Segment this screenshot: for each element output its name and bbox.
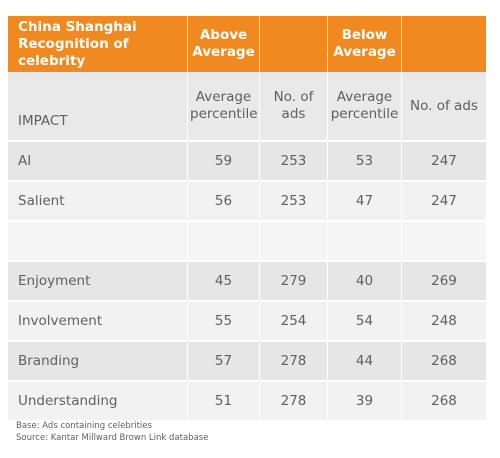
above-avg-percentile-cell: 55: [188, 302, 260, 342]
row-label: Understanding: [8, 382, 188, 422]
table-row: AI 59 253 53 247: [8, 142, 486, 182]
below-avg-percentile-cell: 39: [328, 382, 402, 422]
below-avg-percentile-cell: 44: [328, 342, 402, 382]
above-num-ads-cell: 254: [260, 302, 328, 342]
row-label: AI: [8, 142, 188, 182]
above-avg-percentile-cell: 59: [188, 142, 260, 182]
below-num-ads-cell: 248: [402, 302, 486, 342]
above-avg-percentile-header: Average percentile: [188, 72, 260, 142]
below-avg-percentile-cell: 53: [328, 142, 402, 182]
row-label: Enjoyment: [8, 262, 188, 302]
table-row: Branding 57 278 44 268: [8, 342, 486, 382]
header-spacer-2: [402, 16, 486, 72]
above-num-ads-cell: 278: [260, 382, 328, 422]
above-num-ads-cell: 278: [260, 342, 328, 382]
below-num-ads-cell: 269: [402, 262, 486, 302]
below-num-ads-cell: 247: [402, 142, 486, 182]
above-avg-percentile-cell: 57: [188, 342, 260, 382]
above-avg-percentile-cell: 56: [188, 182, 260, 222]
base-note: Base: Ads containing celebrities: [16, 421, 152, 431]
below-avg-percentile-cell: 40: [328, 262, 402, 302]
table-subheader-row: IMPACT Average percentile No. of ads Ave…: [8, 72, 486, 142]
table-header-row: China Shanghai Recognition of celebrity …: [8, 16, 486, 72]
table-title: China Shanghai Recognition of celebrity: [8, 16, 188, 72]
row-label: Involvement: [8, 302, 188, 342]
above-num-ads-cell: 279: [260, 262, 328, 302]
below-avg-percentile-cell: 47: [328, 182, 402, 222]
row-label: Salient: [8, 182, 188, 222]
below-num-ads-cell: 268: [402, 382, 486, 422]
table-row: Enjoyment 45 279 40 269: [8, 262, 486, 302]
above-num-ads-header: No. of ads: [260, 72, 328, 142]
impact-header: IMPACT: [8, 72, 188, 142]
table-spacer-row: [8, 222, 486, 262]
below-num-ads-cell: 268: [402, 342, 486, 382]
row-label: Branding: [8, 342, 188, 382]
below-avg-percentile-cell: 54: [328, 302, 402, 342]
table-row: Involvement 55 254 54 248: [8, 302, 486, 342]
above-num-ads-cell: 253: [260, 142, 328, 182]
below-avg-percentile-header: Average percentile: [328, 72, 402, 142]
table-row: Salient 56 253 47 247: [8, 182, 486, 222]
source-note: Source: Kantar Millward Brown Link datab…: [16, 433, 209, 443]
footnotes: Base: Ads containing celebrities Source:…: [16, 420, 208, 444]
table-row: Understanding 51 278 39 268: [8, 382, 486, 422]
celebrity-recognition-table-container: China Shanghai Recognition of celebrity …: [8, 16, 486, 422]
below-num-ads-cell: 247: [402, 182, 486, 222]
above-average-header: Above Average: [188, 16, 260, 72]
below-num-ads-header: No. of ads: [402, 72, 486, 142]
celebrity-recognition-table: China Shanghai Recognition of celebrity …: [8, 16, 486, 422]
above-avg-percentile-cell: 51: [188, 382, 260, 422]
below-average-header: Below Average: [328, 16, 402, 72]
above-avg-percentile-cell: 45: [188, 262, 260, 302]
above-num-ads-cell: 253: [260, 182, 328, 222]
header-spacer-1: [260, 16, 328, 72]
